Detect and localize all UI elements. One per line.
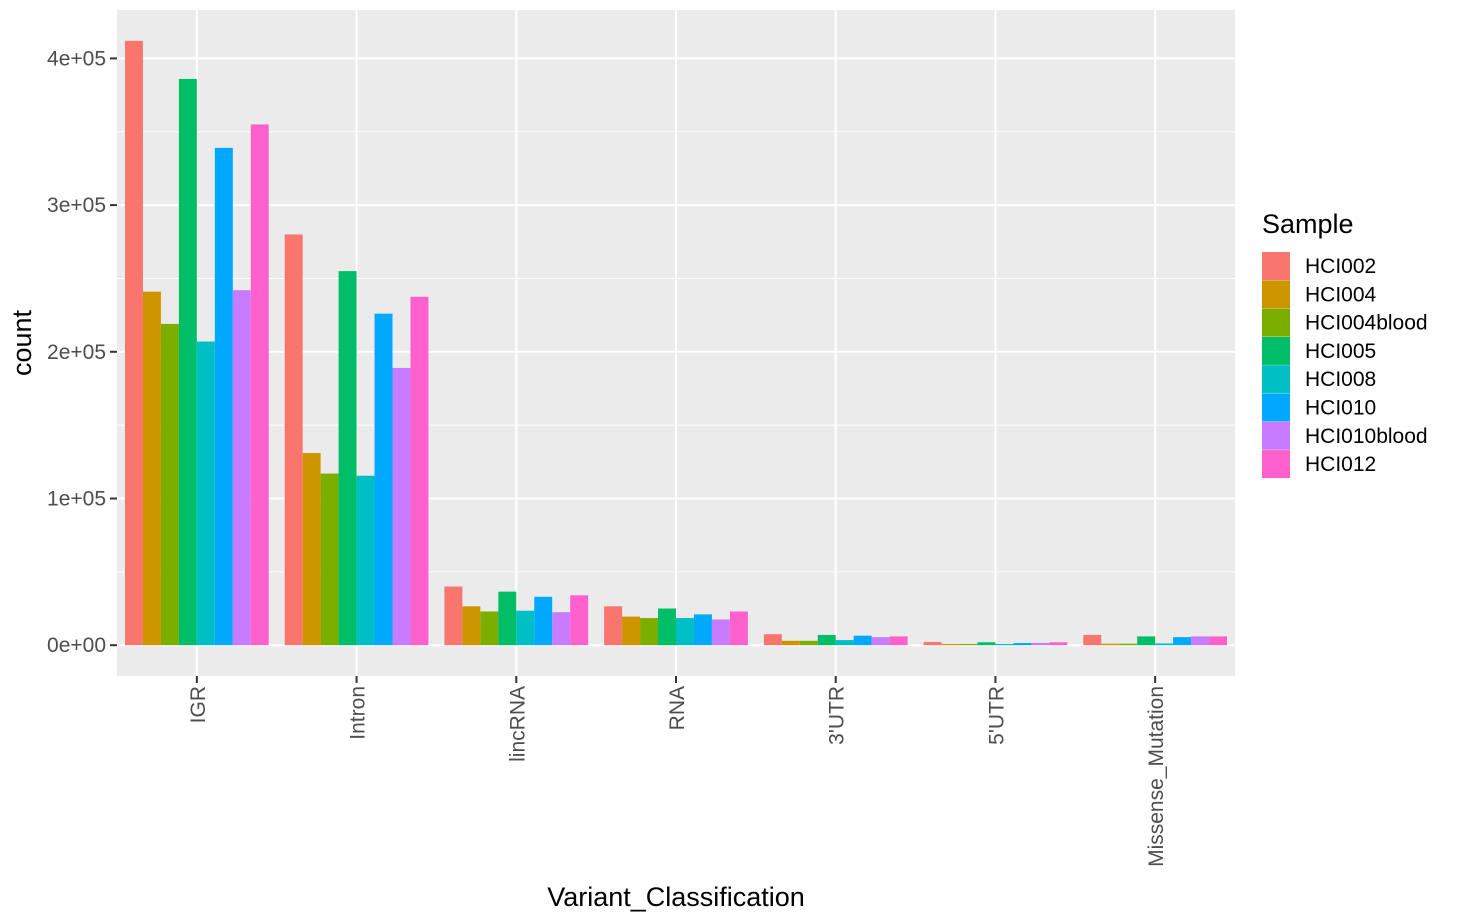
bar-hci010 xyxy=(693,614,712,646)
legend-label: HCI010blood xyxy=(1305,425,1428,448)
legend-key-hci005 xyxy=(1262,336,1290,365)
bar-hci004 xyxy=(462,606,481,646)
legend-key-hci004 xyxy=(1262,280,1290,309)
bar-hci004blood xyxy=(799,640,818,646)
y-axis-title: count xyxy=(7,309,37,376)
bar-hci004 xyxy=(781,640,800,646)
legend-key-hci008 xyxy=(1262,365,1290,394)
bar-hci002 xyxy=(604,606,623,646)
bar-hci012 xyxy=(889,636,908,646)
bar-hci005 xyxy=(498,591,517,646)
legend-label: HCI005 xyxy=(1305,340,1376,363)
legend-label: HCI002 xyxy=(1305,255,1376,278)
legend-label: HCI004 xyxy=(1305,283,1377,306)
bar-hci002 xyxy=(124,40,143,646)
x-axis: IGR Intron lincRNA RNA 3'UTR 5'UTR Missense_Mu… xyxy=(187,676,1168,867)
bar-hci008 xyxy=(516,610,535,646)
bar-hci012 xyxy=(250,124,269,646)
bar-hci004blood xyxy=(640,618,659,646)
bar-hci010blood xyxy=(711,619,730,646)
legend-label: HCI004blood xyxy=(1305,312,1428,335)
bar-hci002 xyxy=(284,234,303,646)
x-tick-label: Intron xyxy=(347,686,370,740)
x-tick-label: 3'UTR xyxy=(826,686,849,745)
bar-hci010 xyxy=(374,313,393,646)
bar-hci004 xyxy=(1101,643,1120,646)
y-axis: 0e+00 1e+05 2e+05 3e+05 4e+05 xyxy=(47,47,117,657)
x-tick-label: lincRNA xyxy=(506,686,529,762)
bar-hci008 xyxy=(676,618,694,646)
y-tick-label: 4e+05 xyxy=(47,47,106,70)
bar-hci005 xyxy=(658,608,676,646)
bar-hci004blood xyxy=(959,644,978,646)
bar-hci010 xyxy=(1173,637,1192,646)
x-tick-label: 5'UTR xyxy=(985,686,1008,745)
legend-key-hci012 xyxy=(1262,450,1290,479)
bar-hci012 xyxy=(410,296,429,646)
bar-hci004 xyxy=(302,453,321,646)
bar-hci012 xyxy=(570,595,589,646)
bar-hci010blood xyxy=(1191,636,1210,646)
bar-hci008 xyxy=(1155,643,1174,646)
bar-hci002 xyxy=(923,641,942,646)
bar-hci005 xyxy=(817,634,836,646)
bar-hci005 xyxy=(338,271,357,646)
x-axis-title: Variant_Classification xyxy=(547,882,805,912)
bar-hci004blood xyxy=(1119,643,1138,646)
bar-hci012 xyxy=(729,611,748,646)
bar-hci005 xyxy=(1137,636,1156,646)
bar-hci004blood xyxy=(480,611,499,646)
x-tick-label: RNA xyxy=(666,686,689,730)
bars xyxy=(124,40,1228,646)
bar-hci004blood xyxy=(320,473,339,646)
bar-hci005 xyxy=(178,78,197,646)
bar-hci010blood xyxy=(232,290,251,646)
bar-hci008 xyxy=(835,640,854,646)
x-tick-label: IGR xyxy=(187,686,210,723)
y-tick-label: 3e+05 xyxy=(47,194,106,217)
legend-label: HCI008 xyxy=(1305,368,1376,391)
bar-hci012 xyxy=(1049,642,1068,646)
y-tick-label: 1e+05 xyxy=(47,487,106,510)
legend-key-hci010blood xyxy=(1262,421,1290,450)
bar-hci010 xyxy=(214,147,233,646)
legend-label: HCI012 xyxy=(1305,453,1376,476)
x-tick-label: Missense_Mutation xyxy=(1145,686,1168,867)
y-tick-label: 2e+05 xyxy=(47,341,106,364)
legend-items: HCI002 HCI004 HCI004blood HCI005 HCI008 HCI01… xyxy=(1262,252,1428,479)
legend-title: Sample xyxy=(1262,209,1354,239)
bar-hci010blood xyxy=(552,612,571,646)
bar-hci002 xyxy=(763,634,782,646)
legend-key-hci004blood xyxy=(1262,308,1290,337)
bar-hci002 xyxy=(1083,634,1102,646)
bar-hci010 xyxy=(1013,642,1032,646)
bar-hci010 xyxy=(534,596,553,646)
y-tick-label: 0e+00 xyxy=(47,634,106,657)
bar-hci010blood xyxy=(392,367,411,646)
legend-label: HCI010 xyxy=(1305,397,1376,420)
bar-hci010blood xyxy=(1031,642,1050,646)
bar-hci004 xyxy=(142,291,161,646)
legend: Sample HCI002HCI004HCI004bloodHCI005HCI0… xyxy=(1262,209,1428,479)
bar-hci008 xyxy=(356,475,375,646)
bar-hci002 xyxy=(444,586,463,646)
bar-hci008 xyxy=(196,341,215,646)
bar-hci004 xyxy=(622,616,641,646)
bar-hci012 xyxy=(1209,636,1228,646)
bar-hci004blood xyxy=(160,323,179,646)
bar-hci005 xyxy=(977,642,996,646)
bar-hci010blood xyxy=(871,637,890,646)
legend-key-hci002 xyxy=(1262,252,1290,280)
bar-hci004 xyxy=(941,644,960,646)
bar-hci010 xyxy=(853,635,872,646)
bar-hci008 xyxy=(995,644,1014,646)
legend-key-hci010 xyxy=(1262,393,1290,422)
